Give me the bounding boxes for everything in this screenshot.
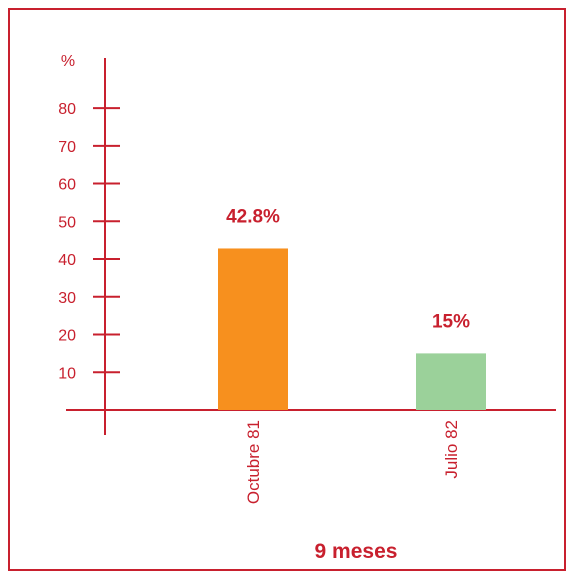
y-tick-label: 10 xyxy=(58,365,76,382)
bar-julio-82 xyxy=(416,353,486,410)
y-tick-label: 40 xyxy=(58,252,76,269)
y-tick-label: 80 xyxy=(58,101,76,118)
x-axis-title: 9 meses xyxy=(315,540,398,563)
y-tick-label: 50 xyxy=(58,214,76,231)
bar-value-label: 15% xyxy=(432,311,470,332)
x-category-label: Julio 82 xyxy=(442,420,461,479)
y-tick-label: 60 xyxy=(58,177,76,194)
bar-value-label: 42.8% xyxy=(226,206,280,227)
y-tick-label: 30 xyxy=(58,290,76,307)
bar-octubre-81 xyxy=(218,248,288,410)
y-tick-label: 70 xyxy=(58,139,76,156)
y-axis-unit-label: % xyxy=(61,53,75,70)
x-category-label: Octubre 81 xyxy=(244,420,263,504)
y-tick-label: 20 xyxy=(58,328,76,345)
